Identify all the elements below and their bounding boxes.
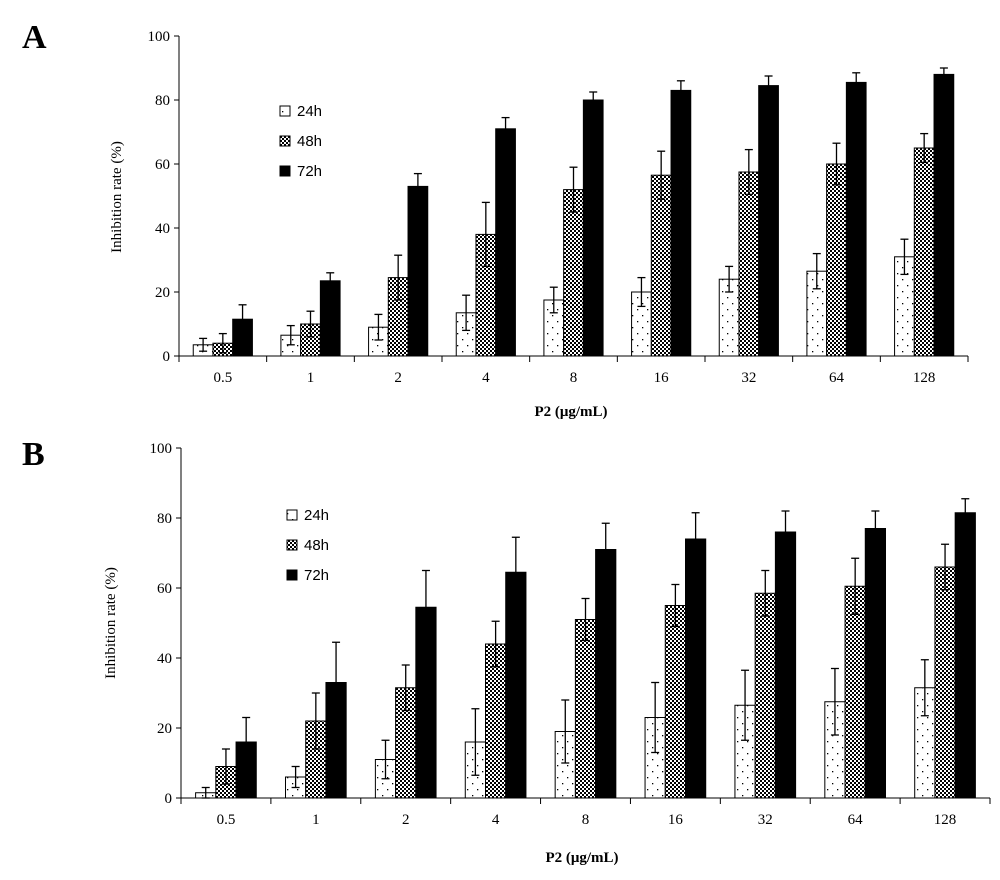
bar-72h-128: [954, 512, 976, 799]
y-tick-label: 80: [155, 93, 170, 109]
x-tick-label: 1: [312, 812, 320, 828]
bar-48h-32: [738, 171, 760, 357]
legend-swatch-48h: [286, 539, 298, 551]
bar-48h-128: [934, 566, 956, 799]
legend-label-48h: 48h: [297, 133, 322, 150]
x-tick-label: 1: [307, 370, 315, 386]
bar-72h-8: [595, 549, 617, 799]
legend-label-24h: 24h: [297, 103, 322, 120]
x-tick-label: 16: [668, 812, 684, 828]
x-tick-label: 2: [402, 812, 410, 828]
panel-a-plot-area: 0 20 40 60 80 100 0.5 1 2 4 8 16 32 64 128 24h 48h 72h: [148, 29, 969, 386]
x-tick-label: 0.5: [217, 812, 236, 828]
bar-72h-32: [774, 531, 797, 799]
x-tick-label: 8: [570, 370, 578, 386]
bar-72h-1: [319, 280, 341, 357]
x-tick-label: 2: [394, 370, 402, 386]
legend-swatch-24h: [286, 509, 298, 521]
y-tick-label: 40: [155, 221, 170, 237]
bar-72h-2: [407, 185, 429, 357]
y-tick-label: 60: [157, 581, 172, 597]
bar-48h-8: [574, 619, 597, 799]
panel-a-x-axis-label: P2 (μg/mL): [534, 404, 607, 420]
legend-label-72h: 72h: [304, 567, 329, 584]
x-tick-label: 32: [758, 812, 773, 828]
bar-48h-64: [826, 163, 847, 357]
y-tick-label: 20: [155, 285, 170, 301]
bar-48h-128: [913, 147, 935, 357]
legend-swatch-72h: [286, 569, 298, 581]
bar-72h-32: [758, 85, 779, 357]
panel-a-y-axis-label: Inhibition rate (%): [109, 141, 125, 253]
x-tick-label: 16: [654, 370, 670, 386]
legend-label-24h: 24h: [304, 507, 329, 524]
panel-a-letter: A: [22, 19, 47, 56]
bar-72h-8: [582, 99, 604, 357]
panel-b-letter: B: [22, 436, 45, 473]
bar-72h-128: [933, 73, 955, 357]
y-tick-label: 20: [157, 721, 172, 737]
x-tick-label: 4: [482, 370, 490, 386]
panel-b-plot-area: 0 20 40 60 80 100 0.5 1 2 4 8 16 32 64 128 24h 48h 72h: [150, 441, 991, 828]
bar-72h-16: [685, 538, 707, 799]
x-tick-label: 64: [848, 812, 864, 828]
legend-swatch-24h: [279, 105, 291, 117]
y-tick-label: 100: [148, 29, 171, 45]
legend-swatch-72h: [279, 165, 291, 177]
panel-b: B Inhibition rate (%) P2 (μg/mL) 0 20 40 60…: [22, 436, 991, 866]
bar-72h-16: [670, 89, 692, 357]
bar-72h-4: [495, 128, 516, 357]
bar-48h-8: [563, 189, 584, 357]
bar-48h-32: [754, 592, 776, 799]
panel-b-y-axis-label: Inhibition rate (%): [103, 567, 119, 679]
y-tick-label: 80: [157, 511, 172, 527]
legend-swatch-48h: [279, 135, 291, 147]
bar-72h-64: [845, 81, 867, 357]
legend-label-72h: 72h: [297, 163, 322, 180]
y-tick-label: 0: [163, 349, 171, 365]
x-tick-label: 64: [829, 370, 845, 386]
x-tick-label: 32: [741, 370, 756, 386]
x-tick-label: 128: [913, 370, 936, 386]
x-tick-label: 128: [934, 812, 957, 828]
y-tick-label: 0: [165, 791, 173, 807]
panel-a: A Inhibition rate (%) P2 (μg/mL) 0 20 40 60…: [22, 19, 969, 420]
x-tick-label: 8: [582, 812, 590, 828]
bar-48h-64: [844, 585, 866, 799]
panel-b-x-axis-label: P2 (μg/mL): [545, 850, 618, 866]
y-tick-label: 100: [150, 441, 173, 457]
y-tick-label: 40: [157, 651, 172, 667]
x-tick-label: 4: [492, 812, 500, 828]
x-tick-label: 0.5: [213, 370, 232, 386]
legend-label-48h: 48h: [304, 537, 329, 554]
bar-72h-64: [864, 528, 887, 799]
y-tick-label: 60: [155, 157, 170, 173]
bar-48h-16: [664, 605, 687, 799]
bar-48h-16: [650, 174, 672, 357]
